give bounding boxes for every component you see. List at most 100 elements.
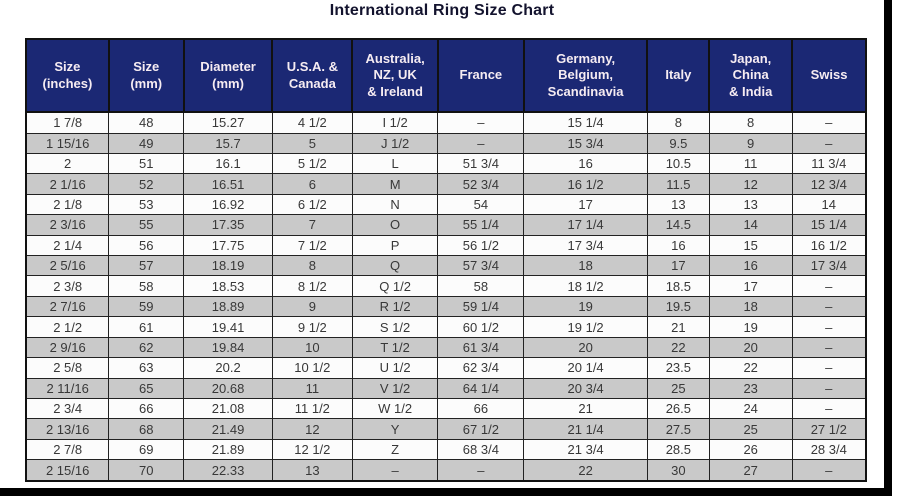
table-cell: 18 1/2 xyxy=(523,275,648,297)
table-cell: 9 xyxy=(708,132,793,155)
table-cell: 9 xyxy=(271,295,353,318)
table-cell: 19 1/2 xyxy=(523,316,648,338)
page-frame-bottom xyxy=(0,488,892,496)
table-cell: 62 xyxy=(108,336,185,359)
table-cell: – xyxy=(791,111,867,134)
table-cell: 9.5 xyxy=(646,132,710,155)
column-header: Size (mm) xyxy=(107,39,185,113)
table-cell: 4 1/2 xyxy=(271,111,353,134)
table-cell: 16 xyxy=(523,153,648,175)
table-cell: 57 3/4 xyxy=(437,255,525,277)
table-cell: – xyxy=(791,357,867,379)
ring-size-table: Size (inches) Size (mm) Diameter (mm) U.S.A… xyxy=(25,38,867,482)
table-cell: 19.41 xyxy=(183,316,273,338)
table-cell: 69 xyxy=(108,438,185,461)
table-cell: U 1/2 xyxy=(351,357,439,379)
table-cell: 23.5 xyxy=(646,357,710,379)
table-cell: 15 xyxy=(708,234,793,257)
table-cell: 28.5 xyxy=(646,438,710,461)
table-cell: 16.1 xyxy=(183,153,273,175)
table-cell: 2 1/8 xyxy=(25,193,110,216)
table-cell: I 1/2 xyxy=(351,111,439,134)
table-cell: 20 xyxy=(523,336,648,359)
table-cell: 60 1/2 xyxy=(437,316,525,338)
table-cell: – xyxy=(791,336,867,359)
table-row: 1 15/16 49 15.7 5 J 1/2–15 3/4 9.5 9– xyxy=(25,132,867,155)
table-cell: 20 xyxy=(708,336,793,359)
table-cell: 16 1/2 xyxy=(523,173,648,195)
table-cell: 16.92 xyxy=(183,193,273,216)
table-cell: 18 xyxy=(708,295,793,318)
table-cell: 21.08 xyxy=(183,397,273,420)
table-cell: 5 xyxy=(271,132,353,155)
table-cell: 17.35 xyxy=(183,214,273,236)
table-cell: P xyxy=(351,234,439,257)
table-cell: 63 xyxy=(108,357,185,379)
table-cell: – xyxy=(791,377,867,399)
column-header: Italy xyxy=(646,39,711,113)
table-cell: 68 xyxy=(108,418,185,440)
table-cell: 15 1/4 xyxy=(523,111,648,134)
table-cell: 58 xyxy=(108,275,185,297)
table-cell: 19 xyxy=(523,295,648,318)
table-cell: 2 15/16 xyxy=(25,459,110,482)
table-cell: 2 1/16 xyxy=(25,173,110,195)
table-cell: O xyxy=(351,214,439,236)
table-cell: 30 xyxy=(646,459,710,482)
table-cell: 21 1/4 xyxy=(523,418,648,440)
table-cell: 56 1/2 xyxy=(437,234,525,257)
table-cell: L xyxy=(351,153,439,175)
table-cell: 12 3/4 xyxy=(791,173,867,195)
table-cell: 6 xyxy=(271,173,353,195)
table-cell: 16 1/2 xyxy=(791,234,867,257)
table-row: 2 3/8 58 18.53 8 1/2 Q 1/2 58 18 1/2 18.5 17– xyxy=(25,275,867,297)
table-cell: 18 xyxy=(523,255,648,277)
table-cell: 17 xyxy=(646,255,710,277)
table-cell: 55 1/4 xyxy=(437,214,525,236)
table-cell: 27.5 xyxy=(646,418,710,440)
table-cell: 65 xyxy=(108,377,185,399)
table-cell: 22.33 xyxy=(183,459,273,482)
table-cell: 14.5 xyxy=(646,214,710,236)
table-cell: 2 11/16 xyxy=(25,377,110,399)
table-cell: 15.7 xyxy=(183,132,273,155)
table-cell: 70 xyxy=(108,459,185,482)
column-header: Swiss xyxy=(791,39,867,113)
table-cell: 1 7/8 xyxy=(25,111,110,134)
table-row: 2 5/16 57 18.19 8 Q 57 3/4 18 17 16 17 3/4 xyxy=(25,255,867,277)
table-cell: 20 1/4 xyxy=(523,357,648,379)
table-cell: 21 xyxy=(646,316,710,338)
table-cell: 2 1/2 xyxy=(25,316,110,338)
column-header: Germany, Belgium, Scandinavia xyxy=(522,39,649,113)
table-row: 2 13/16 68 21.49 12 Y 67 1/2 21 1/4 27.5 25 27 1/… xyxy=(25,418,867,440)
table-cell: – xyxy=(791,316,867,338)
table-row: 2 3/16 55 17.35 7 O 55 1/4 17 1/4 14.5 14 15 1/4 xyxy=(25,214,867,236)
table-cell: 27 xyxy=(708,459,793,482)
column-header: Diameter (mm) xyxy=(182,39,274,113)
table-cell: 8 xyxy=(271,255,353,277)
table-cell: 25 xyxy=(708,418,793,440)
table-cell: – xyxy=(791,275,867,297)
table-cell: 20 3/4 xyxy=(523,377,648,399)
table-cell: 66 xyxy=(108,397,185,420)
table-cell: 7 xyxy=(271,214,353,236)
table-cell: 9 1/2 xyxy=(271,316,353,338)
table-cell: 20.2 xyxy=(183,357,273,379)
table-cell: 2 3/4 xyxy=(25,397,110,420)
page-frame-right xyxy=(884,0,892,496)
table-cell: 10.5 xyxy=(646,153,710,175)
table-cell: – xyxy=(437,111,525,134)
table-cell: 57 xyxy=(108,255,185,277)
table-cell: 21 xyxy=(523,397,648,420)
table-cell: 58 xyxy=(437,275,525,297)
table-cell: 51 xyxy=(108,153,185,175)
table-cell: 55 xyxy=(108,214,185,236)
table-cell: 2 1/4 xyxy=(25,234,110,257)
table-cell: 26 xyxy=(708,438,793,461)
table-row: 2 7/8 69 21.89 12 1/2 Z 68 3/4 21 3/4 28.5 26 28 … xyxy=(25,438,867,461)
table-cell: 16 xyxy=(646,234,710,257)
table-cell: 2 7/8 xyxy=(25,438,110,461)
table-cell: M xyxy=(351,173,439,195)
table-cell: S 1/2 xyxy=(351,316,439,338)
table-cell: 56 xyxy=(108,234,185,257)
